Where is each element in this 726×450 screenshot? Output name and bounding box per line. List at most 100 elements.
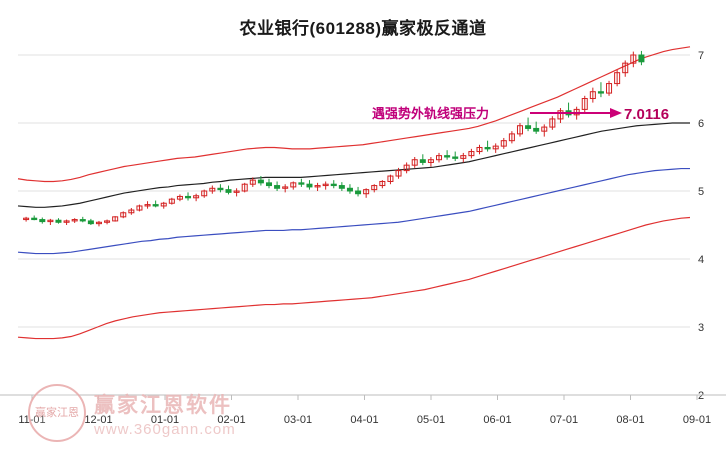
page-title: 农业银行(601288)赢家极反通道	[239, 19, 487, 38]
candle-body	[549, 118, 556, 128]
channel-line	[17, 216, 691, 340]
y-axis-tick-label: 5	[698, 186, 704, 198]
candle-body	[274, 185, 281, 189]
x-axis-tick-label: 08-01	[616, 414, 644, 425]
candle-body	[403, 164, 410, 172]
candle-body	[144, 204, 151, 207]
candle-body	[152, 204, 159, 207]
candle-body	[176, 195, 183, 200]
annotation-label: 遇强势外轨线强压力	[372, 106, 489, 121]
chart-plot-area: 2 3 4 5 6 7 11-01 12-01 01-01 02-01 03-01 04-01 05-0…	[0, 45, 726, 425]
candlestick-chart: 2 3 4 5 6 7 11-01 12-01 01-01 02-01 03-01 04-01 05-0…	[0, 46, 726, 425]
candle-body	[395, 170, 402, 177]
x-axis-tick-label: 12-01	[84, 414, 112, 425]
candle-body	[525, 125, 532, 129]
candle-body	[387, 175, 394, 182]
candle-body	[346, 187, 353, 192]
candle-body	[193, 195, 200, 199]
candle-body	[136, 205, 143, 211]
y-axis-tick-label: 2	[698, 390, 704, 402]
candle-body	[638, 54, 645, 63]
candle-body	[355, 190, 362, 195]
candle-body	[201, 190, 208, 197]
candle-body	[411, 159, 418, 166]
candle-body	[500, 140, 507, 147]
candle-body	[557, 110, 564, 120]
candle-body	[241, 183, 248, 192]
candle-body	[87, 220, 94, 225]
candle-body	[282, 186, 289, 189]
candle-body	[95, 221, 102, 225]
y-axis-tick-label: 6	[698, 118, 704, 130]
y-axis-tick-label: 3	[698, 322, 704, 334]
candle-body	[225, 189, 232, 193]
candle-body	[290, 182, 297, 188]
candle-body	[581, 98, 588, 110]
candle-body	[31, 217, 38, 221]
candle-body	[71, 219, 78, 222]
x-axis-tick-label: 09-01	[683, 414, 711, 425]
candle-body	[427, 159, 434, 163]
candle-body	[606, 83, 613, 94]
candle-body	[419, 159, 426, 163]
candle-body	[39, 219, 46, 223]
last-price-label: 7.0116	[624, 106, 669, 123]
candle-body	[120, 212, 127, 218]
x-axis-tick-label: 05-01	[417, 414, 445, 425]
candle-body	[630, 54, 637, 64]
channel-line	[17, 167, 690, 255]
candle-body	[23, 217, 30, 221]
candle-body	[185, 195, 192, 199]
candle-body	[379, 180, 386, 187]
candle-body	[476, 146, 483, 153]
candle-body	[622, 62, 629, 74]
candle-body	[444, 155, 451, 158]
candle-body	[492, 145, 499, 150]
candle-body	[63, 220, 70, 223]
candle-body	[516, 125, 523, 135]
candle-body	[160, 202, 167, 207]
candle-body	[249, 179, 256, 185]
x-axis-tick-label: 06-01	[483, 414, 511, 425]
candle-body	[468, 151, 475, 157]
candle-body	[79, 219, 86, 222]
candle-body	[460, 155, 467, 159]
candle-body	[338, 185, 345, 189]
x-axis-tick-label: 02-01	[217, 414, 245, 425]
candle-body	[209, 187, 216, 192]
candle-body	[436, 155, 443, 161]
candle-body	[128, 209, 135, 214]
x-axis-tick-label: 04-01	[350, 414, 378, 425]
candle-body	[306, 183, 313, 188]
candle-body	[533, 127, 540, 132]
candle-body	[508, 133, 515, 142]
candle-body	[371, 185, 378, 191]
candle-body	[168, 198, 175, 204]
x-axis-tick-label: 01-01	[151, 414, 179, 425]
annotation-arrow-head	[610, 108, 622, 118]
channel-line	[17, 122, 690, 208]
candle-body	[452, 156, 459, 159]
candle-body	[265, 182, 273, 187]
channel-line	[17, 46, 691, 183]
candle-body	[233, 190, 240, 193]
candle-body	[330, 183, 337, 187]
candle-body	[47, 219, 54, 223]
candle-body	[217, 187, 224, 191]
candle-body	[314, 185, 321, 188]
candle-body	[55, 219, 62, 223]
candle-body	[589, 91, 596, 100]
y-axis-tick-label: 7	[698, 50, 704, 62]
y-axis-tick-label: 4	[698, 254, 704, 266]
candle-body	[257, 179, 264, 184]
candle-body	[322, 183, 329, 187]
candle-body	[363, 189, 370, 195]
candle-body	[541, 126, 548, 132]
candle-body	[104, 220, 111, 223]
candle-body	[112, 216, 119, 222]
candle-body	[597, 91, 604, 94]
candle-body	[484, 146, 491, 150]
x-axis-tick-label: 03-01	[284, 414, 312, 425]
candle-body	[298, 182, 305, 185]
